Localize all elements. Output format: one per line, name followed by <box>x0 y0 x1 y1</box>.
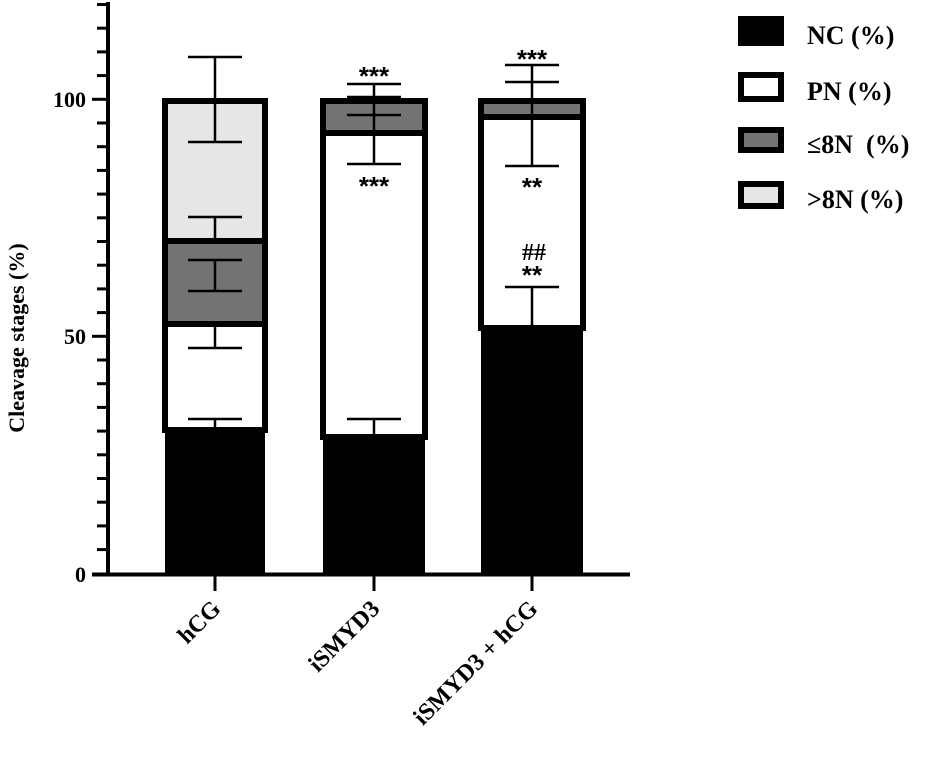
legend-item-nc: NC (%) <box>738 16 894 50</box>
legend-item-pn: PN (%) <box>738 72 891 106</box>
legend-swatch-nc <box>738 16 784 46</box>
bar-ismyd3: *** *** <box>320 61 428 574</box>
y-axis-title: Cleavage stages (%) <box>4 243 29 432</box>
significance-combo-top: *** <box>517 44 548 74</box>
segment-pn <box>320 130 428 440</box>
legend-item-gt8n: >8N (%) <box>738 181 903 214</box>
error-bars <box>188 55 242 430</box>
y-tick-label-0: 0 <box>75 562 86 587</box>
y-tick-label-50: 50 <box>64 324 86 349</box>
significance-ismyd3-pn: *** <box>359 171 390 201</box>
segment-nc <box>481 328 583 574</box>
legend: NC (%) PN (%) ≤8N (%) >8N (%) <box>738 16 909 214</box>
legend-swatch-gt8n <box>738 181 784 209</box>
error-bars <box>505 63 559 328</box>
significance-combo-nc: ** <box>522 260 543 290</box>
error-bars <box>347 82 401 437</box>
x-label-hcg: hCG <box>173 596 227 650</box>
significance-ismyd3-top: *** <box>359 61 390 91</box>
y-axis: 100 50 0 Cleavage stages (%) <box>4 2 110 587</box>
bar-ismyd3-hcg: *** ** ## ** <box>478 44 586 574</box>
segment-nc <box>323 437 425 574</box>
x-label-ismyd3-hcg: iSMYD3 + hCG <box>409 596 544 731</box>
significance-combo-pn: ** <box>522 172 543 202</box>
legend-label-pn: PN (%) <box>807 77 891 106</box>
legend-label-gt8n: >8N (%) <box>807 185 903 214</box>
y-tick-label-100: 100 <box>53 87 86 112</box>
legend-label-le8n: ≤8N (%) <box>807 130 909 159</box>
x-label-ismyd3: iSMYD3 <box>304 596 386 678</box>
legend-swatch-pn <box>738 72 784 102</box>
x-axis: hCG iSMYD3 iSMYD3 + hCG <box>92 572 630 731</box>
legend-label-nc: NC (%) <box>807 21 894 50</box>
bar-hcg <box>162 55 268 574</box>
significance-combo-hash: ## <box>522 240 546 266</box>
legend-swatch-le8n <box>738 127 784 153</box>
legend-item-le8n: ≤8N (%) <box>738 127 909 159</box>
segment-nc <box>165 430 265 574</box>
